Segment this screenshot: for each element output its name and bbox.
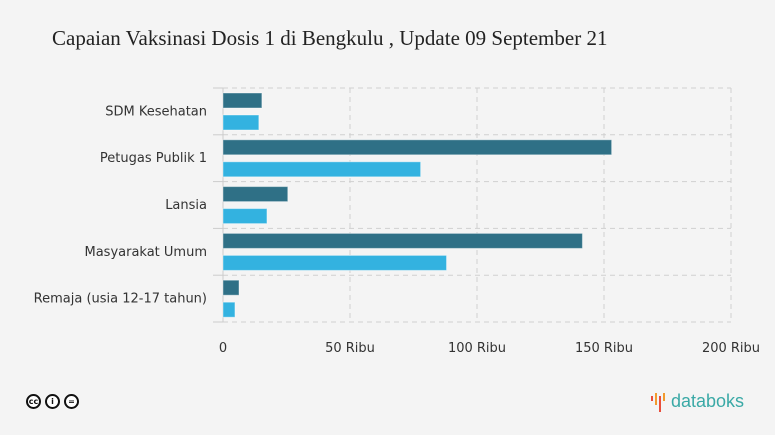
category-label: Masyarakat Umum: [84, 245, 207, 260]
bar-series-2: [222, 254, 448, 271]
cc-icon: cc: [26, 394, 41, 409]
nd-icon: =: [64, 394, 79, 409]
x-tick-label: 150 Ribu: [575, 341, 633, 356]
x-tick-label: 100 Ribu: [448, 341, 506, 356]
x-tick-label: 200 Ribu: [702, 341, 760, 356]
bar-series-2: [222, 114, 260, 131]
bar-series-1: [222, 92, 263, 109]
databoks-mark-icon: [651, 393, 665, 412]
by-icon: i: [45, 394, 60, 409]
bar-series-1: [222, 139, 613, 156]
bar-series-1: [222, 186, 289, 203]
databoks-logo: databoks: [650, 390, 744, 412]
bar-series-1: [222, 279, 240, 296]
bar-series-2: [222, 161, 422, 178]
x-tick-label: 50 Ribu: [325, 341, 375, 356]
category-label: Petugas Publik 1: [100, 151, 207, 166]
bar-series-2: [222, 208, 268, 225]
category-label: Remaja (usia 12-17 tahun): [34, 292, 207, 307]
chart-title: Capaian Vaksinasi Dosis 1 di Bengkulu , …: [52, 26, 608, 50]
license-icons: cc i =: [26, 394, 79, 409]
bar-series-1: [222, 232, 583, 249]
bar-series-2: [222, 301, 236, 318]
category-label: Lansia: [165, 198, 207, 213]
category-label: SDM Kesehatan: [105, 104, 207, 119]
x-tick-label: 0: [219, 341, 227, 356]
brand-name: databoks: [671, 390, 745, 411]
